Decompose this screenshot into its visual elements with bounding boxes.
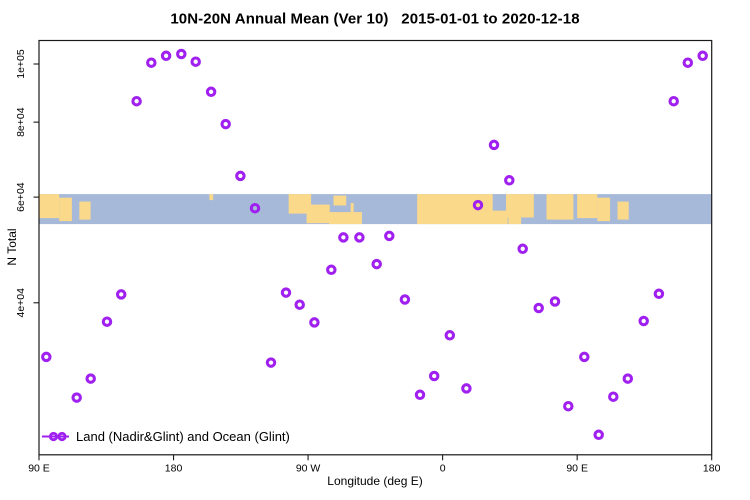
data-point xyxy=(593,429,604,441)
data-point xyxy=(579,351,590,363)
x-axis-label: Longitude (deg E) xyxy=(327,474,423,488)
plot-box xyxy=(38,39,713,456)
data-point xyxy=(668,95,679,107)
map-band-land-patch xyxy=(508,215,522,225)
map-band-ocean xyxy=(39,194,712,225)
data-point xyxy=(101,316,113,327)
data-point xyxy=(354,232,365,243)
data-point xyxy=(146,57,157,68)
data-point xyxy=(235,170,246,182)
map-band-land-patch xyxy=(546,194,574,220)
data-point xyxy=(638,315,649,327)
data-point xyxy=(504,175,515,186)
data-point xyxy=(517,243,528,255)
map-band-land-patch xyxy=(39,194,60,219)
x-tick-label: 90 W xyxy=(296,462,321,474)
data-point xyxy=(176,48,187,60)
map-band-land-patch xyxy=(597,197,611,222)
map-band-land-patch xyxy=(350,203,354,213)
data-point xyxy=(371,258,382,270)
data-point xyxy=(399,294,411,305)
data-point xyxy=(220,118,231,130)
map-band-land-patch xyxy=(79,201,91,220)
map-band-land-patch xyxy=(506,194,534,218)
data-point xyxy=(461,383,472,394)
map-band-land-patch xyxy=(617,201,629,220)
data-point xyxy=(488,139,500,151)
data-point xyxy=(533,302,544,314)
map-band-land-patch xyxy=(577,194,598,219)
map-band-land-patch xyxy=(417,194,508,225)
map-band-land-patch xyxy=(209,194,214,201)
x-tick-label: 90 E xyxy=(28,462,50,474)
data-point xyxy=(428,370,440,382)
data-point xyxy=(160,50,172,62)
data-point xyxy=(384,230,395,242)
data-point xyxy=(326,264,337,276)
map-band-land-patch xyxy=(59,197,72,222)
data-point xyxy=(697,50,708,62)
data-point xyxy=(265,357,277,368)
data-point xyxy=(622,373,634,384)
y-tick-label: 8e+04 xyxy=(15,107,27,137)
data-point xyxy=(414,389,426,401)
data-point xyxy=(115,289,127,300)
map-band-land-patch xyxy=(329,212,362,225)
data-point xyxy=(131,95,142,107)
data-point xyxy=(472,199,484,211)
chart-title: 10N-20N Annual Mean (Ver 10) 2015-01-01 … xyxy=(170,10,580,28)
y-tick-label: 1e+05 xyxy=(15,49,27,79)
y-tick-label: 6e+04 xyxy=(15,182,27,212)
x-tick-label: 180 xyxy=(165,462,183,474)
data-point xyxy=(280,287,292,298)
data-point xyxy=(190,56,201,67)
data-point xyxy=(85,373,96,384)
data-point xyxy=(653,288,665,300)
data-point xyxy=(205,86,217,98)
data-point xyxy=(249,202,261,214)
map-band-land-patch xyxy=(288,194,312,214)
data-point xyxy=(563,400,574,412)
data-point xyxy=(338,232,349,243)
map-band-land-patch xyxy=(333,195,347,206)
data-point xyxy=(549,296,561,307)
data-point xyxy=(309,317,320,328)
data-point xyxy=(682,57,694,68)
data-point xyxy=(71,392,82,403)
y-tick-label: 4e+04 xyxy=(15,288,27,318)
x-tick-label: 180 xyxy=(703,462,721,474)
data-point xyxy=(41,351,52,363)
data-point xyxy=(294,299,305,310)
legend-marker-icon xyxy=(48,431,59,442)
legend-label: Land (Nadir&Glint) and Ocean (Glint) xyxy=(76,429,290,444)
x-tick-label: 90 E xyxy=(566,462,588,474)
map-band-sea-patch xyxy=(492,194,507,211)
legend-marker-icon xyxy=(57,431,67,442)
data-point xyxy=(444,330,456,341)
map-band-land-patch xyxy=(306,204,330,224)
data-point xyxy=(608,391,619,402)
y-axis-label: N Total xyxy=(5,228,19,266)
x-tick-label: 0 xyxy=(440,462,446,474)
